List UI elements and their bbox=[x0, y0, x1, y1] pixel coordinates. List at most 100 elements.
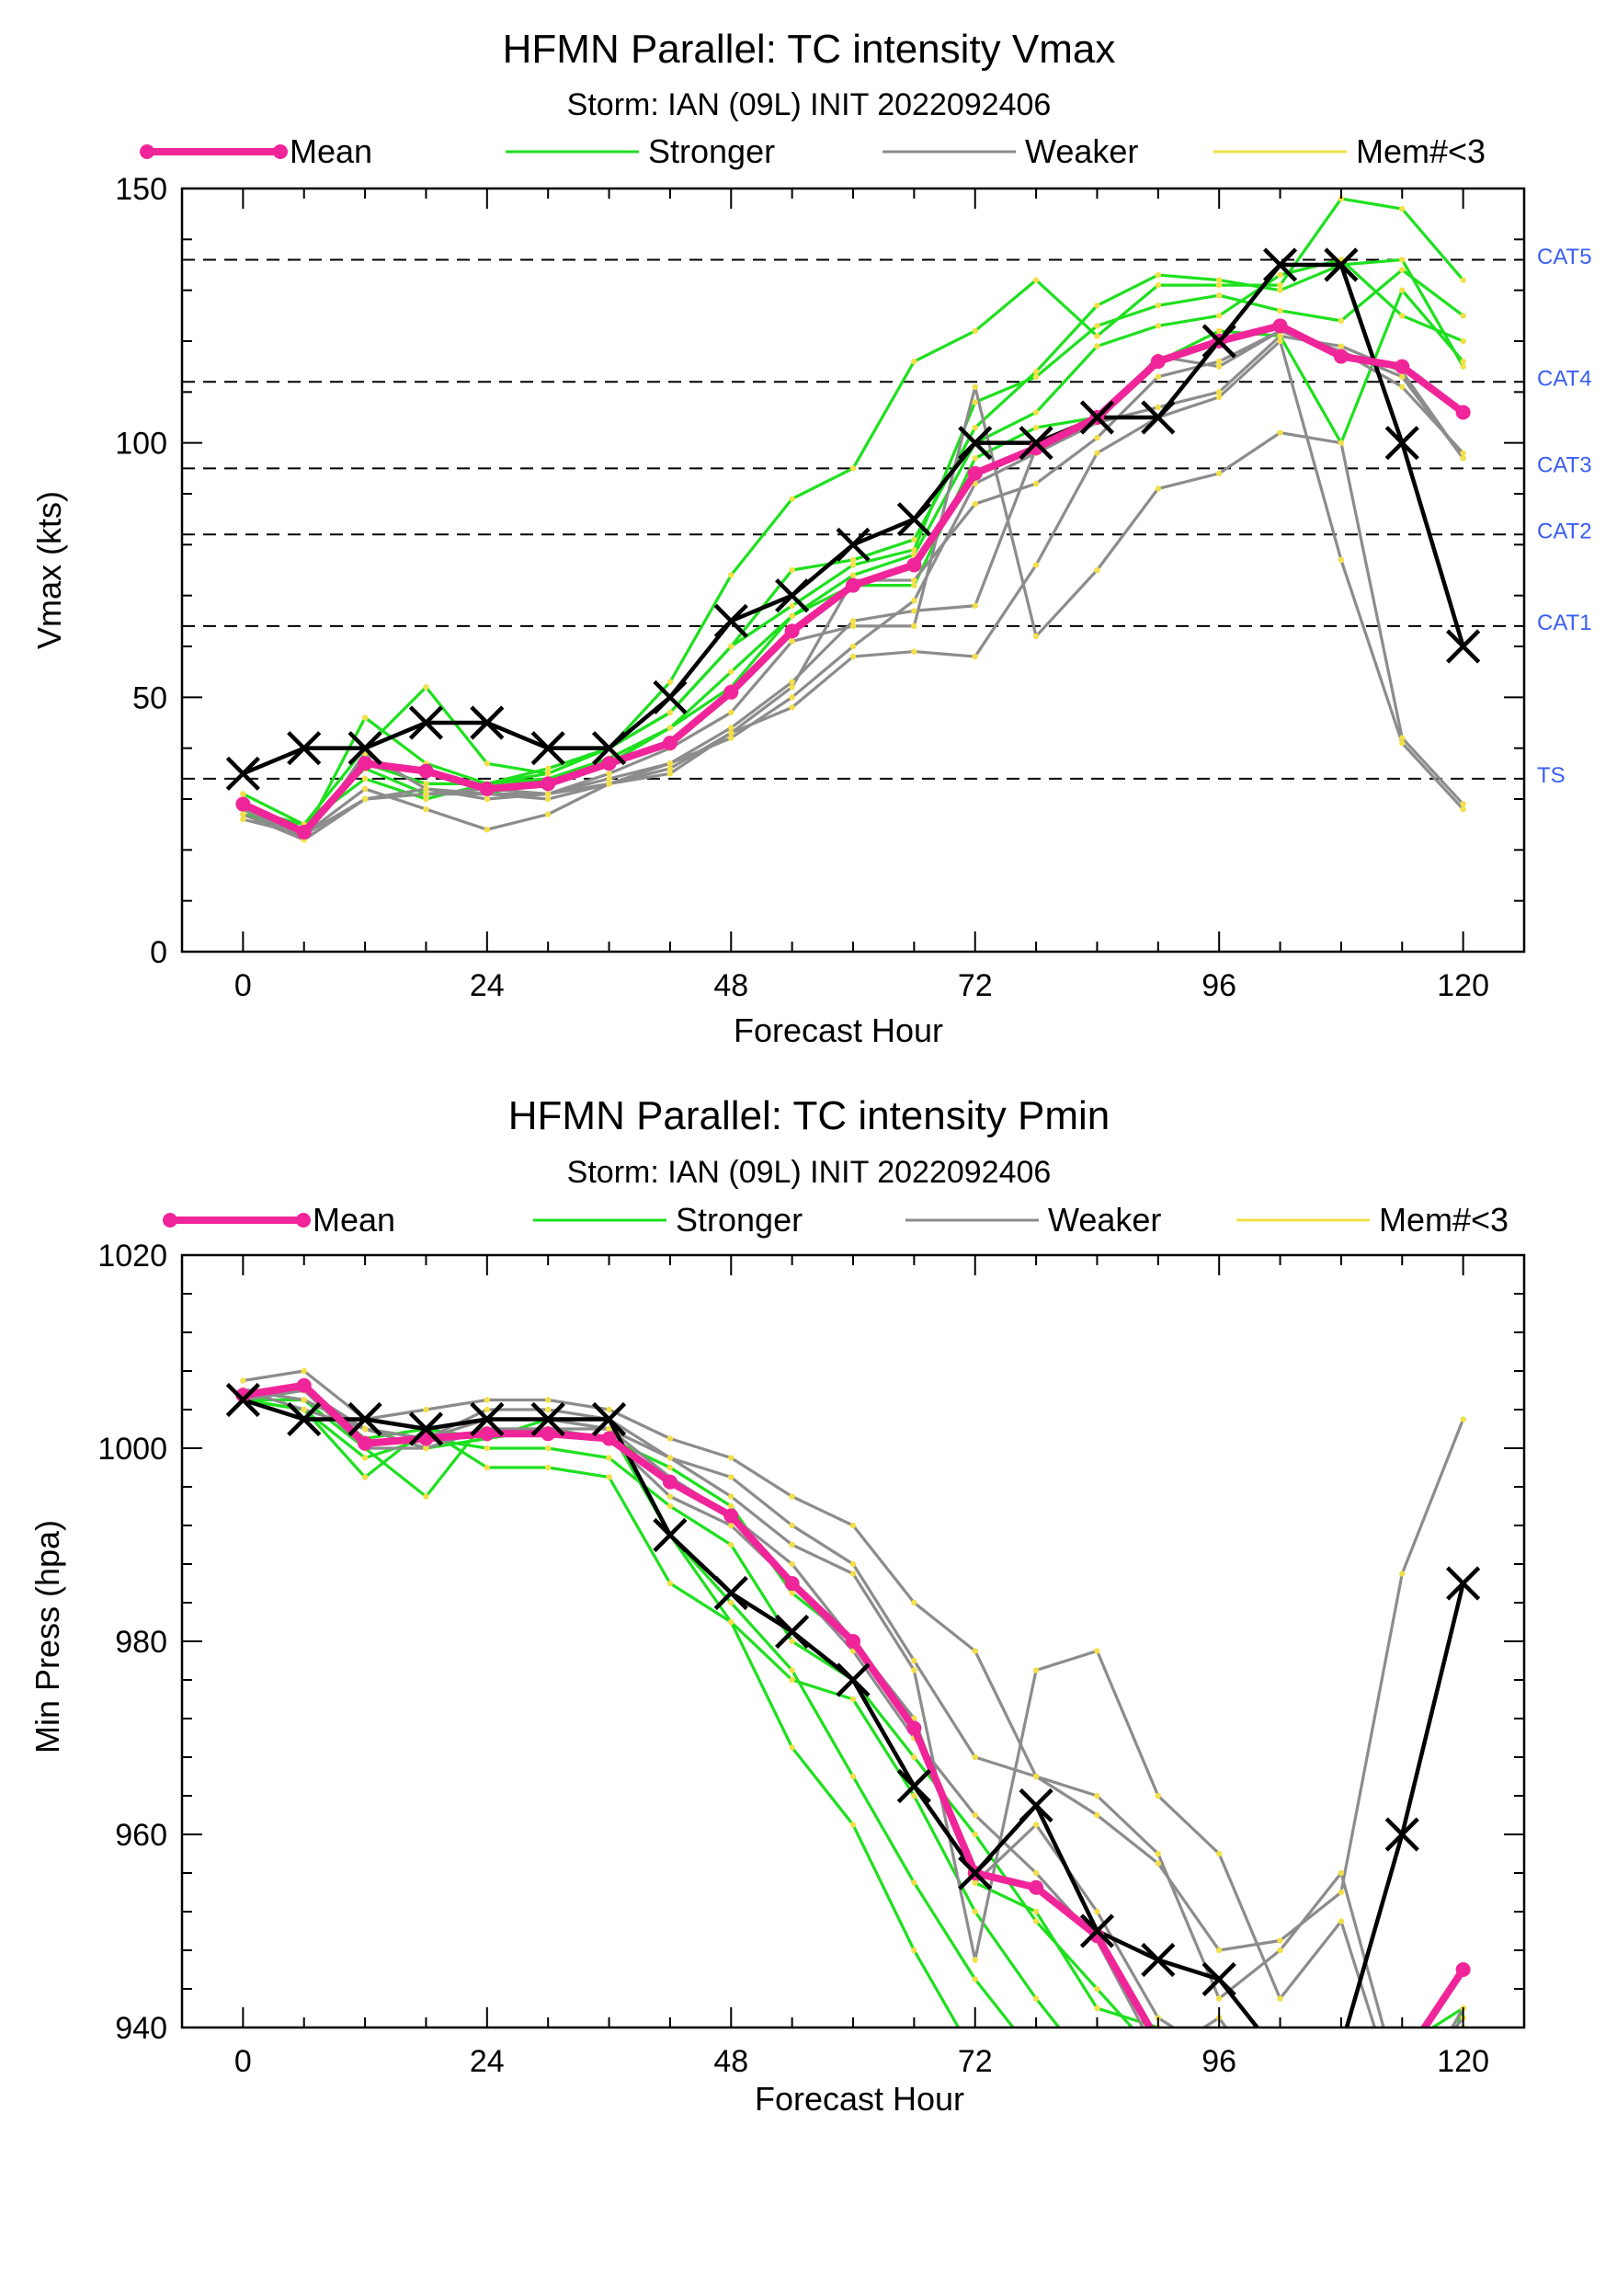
x-tick-label: 96 bbox=[1201, 968, 1236, 1003]
vmax-member-point bbox=[423, 805, 429, 813]
pmin-official-marker bbox=[1326, 2031, 1357, 2062]
vmax-member-point bbox=[911, 623, 917, 630]
x-tick-label: 48 bbox=[713, 968, 748, 1003]
vmax-member-point bbox=[1094, 333, 1100, 339]
vmax-member-point bbox=[1460, 805, 1466, 813]
vmax-member-point bbox=[1155, 373, 1162, 380]
pmin-member-point bbox=[728, 1522, 734, 1529]
pmin-member-point bbox=[789, 1667, 795, 1673]
pmin-member-point bbox=[1216, 2237, 1222, 2243]
pmin-legend: Mean Stronger Weaker Mem#<3 bbox=[163, 1201, 1509, 1239]
pmin-member-point bbox=[1155, 1860, 1162, 1867]
vmax-member-point bbox=[1155, 303, 1162, 309]
legend-mean-label: Mean bbox=[290, 132, 372, 170]
pmin-mean-point bbox=[662, 1474, 678, 1490]
pmin-member-point bbox=[911, 1753, 917, 1761]
x-tick-label: 72 bbox=[958, 2044, 993, 2079]
legend-mean-dot-start bbox=[163, 1213, 177, 1228]
pmin-member-point bbox=[1094, 1985, 1100, 1993]
pmin-member-point bbox=[1338, 1869, 1345, 1877]
pmin-official-marker bbox=[225, 1382, 260, 1418]
vmax-member-point bbox=[1094, 303, 1100, 309]
pmin-member-point bbox=[606, 1425, 612, 1433]
legend-mean-dot-end bbox=[273, 144, 288, 159]
pmin-member-point bbox=[544, 1397, 552, 1403]
pmin-mean-point bbox=[1212, 2078, 1226, 2093]
pmin-member-point bbox=[1460, 2141, 1465, 2146]
x-tick-label: 0 bbox=[234, 968, 252, 1003]
pmin-official-marker bbox=[1384, 1817, 1419, 1852]
pmin-official-marker bbox=[1201, 1961, 1236, 1997]
vmax-member-point bbox=[606, 771, 612, 777]
vmax-official-marker bbox=[470, 705, 505, 740]
pmin-member-point bbox=[728, 1541, 734, 1548]
pmin-official-marker bbox=[347, 1401, 382, 1437]
threshold-label-cat4: CAT4 bbox=[1537, 367, 1592, 392]
pmin-member-point bbox=[666, 1435, 674, 1442]
vmax-member-point bbox=[1032, 633, 1040, 640]
pmin-member-point bbox=[1032, 1667, 1040, 1673]
vmax-member-point bbox=[1215, 292, 1223, 299]
pmin-member-point bbox=[361, 1474, 369, 1480]
pmin-member-point bbox=[849, 1822, 857, 1828]
vmax-member-point bbox=[1215, 281, 1223, 289]
vmax-member-point bbox=[1032, 373, 1040, 380]
vmax-member-point bbox=[1032, 562, 1040, 568]
pmin-official-marker bbox=[958, 1856, 993, 1890]
pmin-member-point bbox=[1094, 1648, 1100, 1654]
pmin-member-point bbox=[1338, 1918, 1345, 1925]
vmax-official-marker bbox=[1324, 247, 1359, 282]
pmin-member-point bbox=[606, 1406, 612, 1413]
pmin-member-point bbox=[911, 1657, 917, 1664]
y-tick-label: 960 bbox=[115, 1818, 167, 1853]
pmin-member-point bbox=[1399, 2092, 1405, 2097]
pmin-member-point bbox=[423, 1493, 429, 1500]
pmin-official-marker bbox=[713, 1575, 748, 1611]
vmax-member-point bbox=[789, 679, 795, 685]
pmin-member-point bbox=[666, 1502, 674, 1510]
vmax-member-point bbox=[1032, 277, 1040, 283]
vmax-member-point bbox=[972, 399, 978, 406]
vmax-member-point bbox=[1215, 313, 1223, 319]
pmin-member-point bbox=[666, 1455, 674, 1461]
pmin-official-marker bbox=[287, 1401, 322, 1437]
pmin-mean-point bbox=[1334, 2146, 1349, 2161]
pmin-y-axis-label: Min Press (hpa) bbox=[28, 1520, 66, 1753]
vmax-member-point bbox=[1399, 383, 1406, 390]
pmin-member-line-weaker-6 bbox=[243, 1369, 1465, 1952]
vmax-member-point bbox=[849, 465, 857, 472]
vmax-mean-point bbox=[1333, 348, 1349, 364]
vmax-member-point bbox=[423, 785, 429, 793]
pmin-member-point bbox=[1215, 1995, 1223, 2002]
vmax-official-marker bbox=[1079, 400, 1115, 435]
threshold-label-ts: TS bbox=[1537, 763, 1566, 788]
pmin-member-point bbox=[1399, 1571, 1406, 1577]
vmax-member-point bbox=[1155, 404, 1162, 411]
pmin-member-point bbox=[1338, 2063, 1344, 2069]
pmin-member-point bbox=[1277, 2218, 1282, 2223]
vmax-member-point bbox=[728, 643, 734, 650]
legend-member-label: Mem#<3 bbox=[1379, 1201, 1509, 1239]
vmax-official-marker bbox=[958, 426, 993, 461]
vmax-member-point bbox=[361, 795, 369, 803]
pmin-mean-point bbox=[1273, 2127, 1288, 2142]
vmax-member-point bbox=[361, 714, 369, 721]
pmin-mean-point bbox=[479, 1426, 495, 1442]
vmax-member-point bbox=[1399, 373, 1406, 380]
pmin-member-point bbox=[1399, 2141, 1405, 2146]
pmin-member-point bbox=[1032, 1773, 1040, 1780]
vmax-mean-point bbox=[1395, 359, 1410, 374]
x-tick-label: 120 bbox=[1437, 968, 1489, 1003]
pmin-member-point bbox=[1277, 2073, 1282, 2078]
vmax-member-point bbox=[544, 795, 552, 803]
vmax-member-point bbox=[1338, 195, 1345, 202]
pmin-mean-point bbox=[296, 1377, 312, 1393]
y-tick-label: 1020 bbox=[97, 1239, 167, 1274]
vmax-member-point bbox=[1460, 337, 1466, 345]
pmin-member-point bbox=[484, 1445, 491, 1452]
pmin-official-marker bbox=[530, 1401, 565, 1437]
pmin-member-point bbox=[1216, 2169, 1222, 2175]
pmin-member-lines bbox=[240, 1367, 1466, 2243]
vmax-mean-point bbox=[235, 796, 251, 812]
vmax-member-point bbox=[1399, 287, 1406, 293]
